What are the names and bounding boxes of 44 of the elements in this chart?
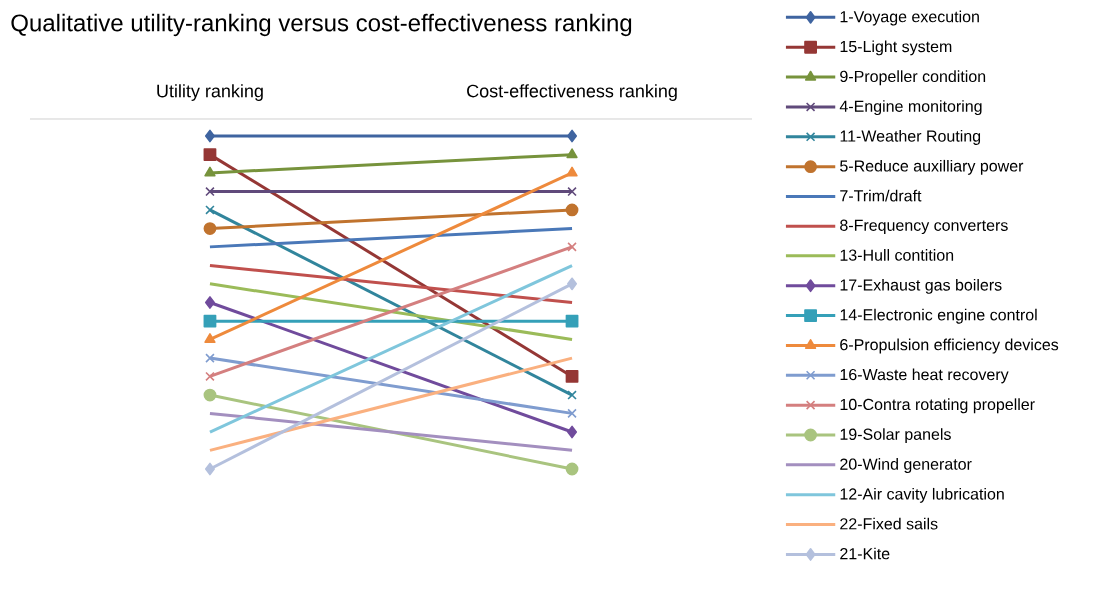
legend-label: 7-Trim/draft: [840, 189, 922, 202]
point: [204, 129, 215, 143]
point: [565, 203, 579, 217]
legend-label: 19-Solar panels: [840, 428, 951, 444]
point: [567, 425, 578, 439]
legend-label: 17-Exhaust gas boilers: [840, 278, 1002, 294]
legend-label: 21-Kite: [840, 547, 890, 560]
legend-label: 11-Weather Routing: [840, 130, 981, 145]
legend-label: 10-Contra rotating propeller: [840, 398, 1035, 414]
point: [567, 408, 577, 419]
legend-label: 22-Fixed sails: [840, 517, 938, 530]
legend-label: 5-Reduce auxilliary power: [840, 159, 1024, 175]
point: [203, 222, 217, 235]
point: [567, 129, 578, 143]
legend-label: 13-Hull contition: [840, 249, 954, 261]
x-tick-label: Utility ranking: [157, 84, 263, 101]
point: [203, 388, 217, 402]
legend-label: 16-Waste heat recovery: [840, 368, 1009, 384]
point: [565, 314, 579, 328]
point: [203, 148, 217, 162]
point: [567, 390, 577, 400]
legend-label: 4-Engine monitoring: [839, 100, 982, 116]
legend-label: 12-Air cavity lubrication: [840, 487, 1004, 503]
point: [567, 186, 577, 197]
point: [205, 371, 215, 382]
point: [203, 314, 217, 328]
point: [204, 296, 215, 309]
chart-title: Qualitative utility-ranking versus cost-effectiveness ranking: [11, 13, 632, 37]
legend-label: 8-Frequency converters: [840, 219, 1008, 235]
x-tick-label: Cost-effectiveness ranking: [467, 84, 677, 101]
legend-label: 6-Propulsion efficiency devices: [840, 338, 1059, 354]
point: [205, 186, 215, 197]
point: [205, 205, 215, 215]
point: [205, 353, 215, 363]
legend-label: 9-Propeller condition: [840, 70, 986, 86]
legend-label: 1-Voyage execution: [840, 10, 979, 26]
legend-label: 20-Wind generator: [840, 458, 972, 473]
point: [567, 242, 577, 252]
point: [204, 462, 215, 476]
legend-label: 15-Light system: [840, 40, 952, 56]
point: [567, 277, 578, 291]
legend-label: 14-Electronic engine control: [840, 308, 1037, 324]
point: [565, 462, 579, 476]
point: [565, 370, 579, 383]
